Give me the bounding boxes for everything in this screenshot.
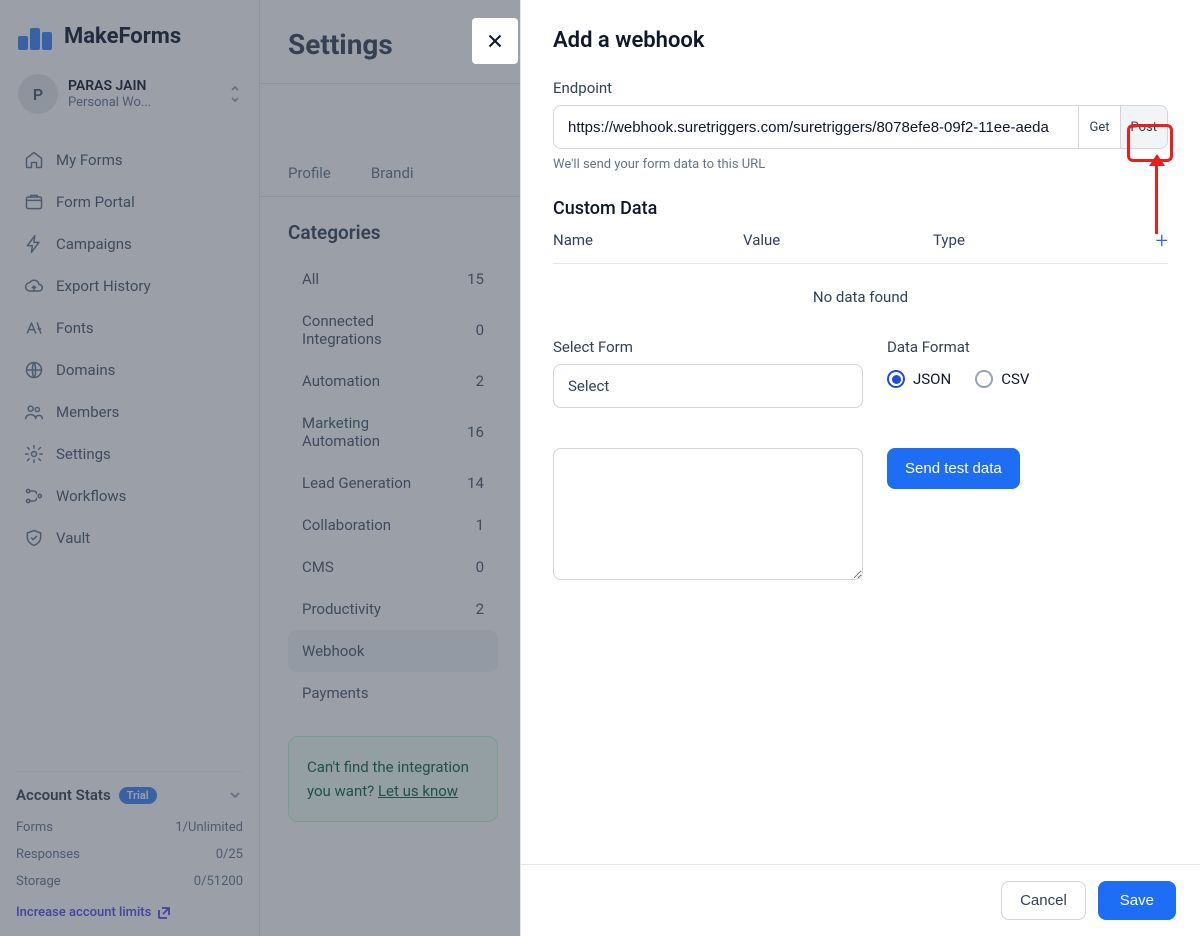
col-type: Type xyxy=(933,231,1156,253)
select-form-label: Select Form xyxy=(553,338,863,356)
method-get-button[interactable]: Get xyxy=(1078,106,1119,148)
data-format-label: Data Format xyxy=(887,338,1168,356)
panel-title: Add a webhook xyxy=(553,28,1168,53)
close-icon xyxy=(484,30,506,52)
endpoint-helper: We'll send your form data to this URL xyxy=(553,157,1168,172)
select-form-dropdown[interactable]: Select xyxy=(553,364,863,408)
send-test-data-button[interactable]: Send test data xyxy=(887,448,1020,489)
close-button[interactable] xyxy=(472,18,518,64)
radio-dot-icon xyxy=(887,370,905,388)
add-row-button[interactable]: + xyxy=(1156,231,1168,253)
panel-footer: Cancel Save xyxy=(521,864,1200,936)
cancel-button[interactable]: Cancel xyxy=(1001,881,1086,920)
col-name: Name xyxy=(553,231,743,253)
save-button[interactable]: Save xyxy=(1098,881,1176,920)
radio-json[interactable]: JSON xyxy=(887,370,951,388)
method-post-button[interactable]: Post xyxy=(1120,106,1168,148)
endpoint-field: Get Post xyxy=(553,105,1168,149)
custom-data-title: Custom Data xyxy=(553,198,1168,219)
test-data-textarea[interactable] xyxy=(553,448,863,580)
endpoint-input[interactable] xyxy=(554,106,1078,148)
radio-dot-icon xyxy=(975,370,993,388)
col-value: Value xyxy=(743,231,933,253)
webhook-panel: Add a webhook Endpoint Get Post We'll se… xyxy=(520,0,1200,936)
no-data-text: No data found xyxy=(553,264,1168,330)
custom-data-header: Name Value Type + xyxy=(553,231,1168,264)
endpoint-label: Endpoint xyxy=(553,79,1168,97)
radio-csv[interactable]: CSV xyxy=(975,370,1029,388)
